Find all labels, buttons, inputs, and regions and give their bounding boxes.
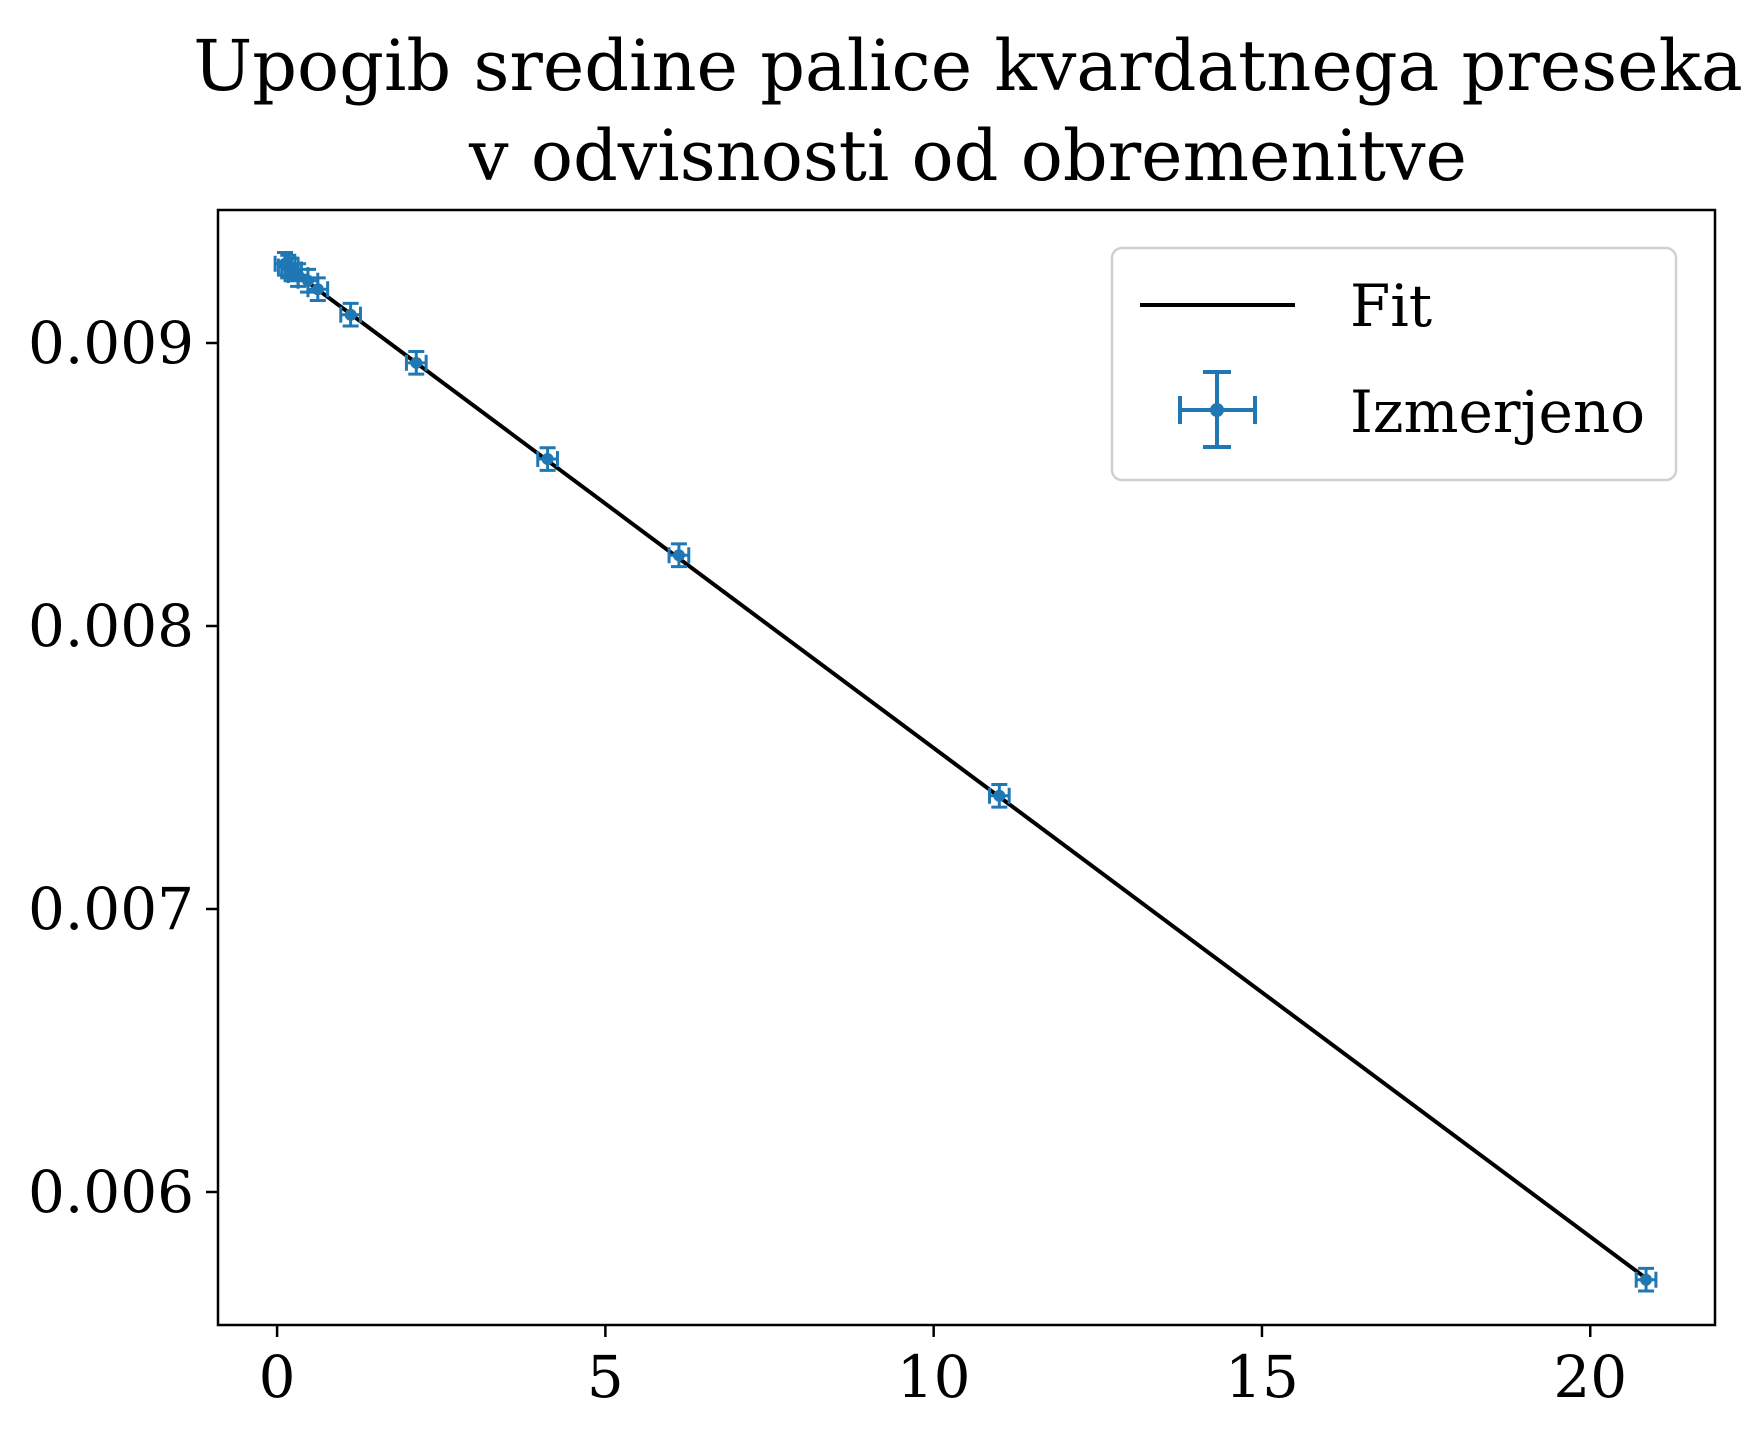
x-tick-label: 0 <box>259 1343 296 1411</box>
data-marker <box>993 789 1006 802</box>
x-tick-label: 15 <box>1225 1343 1299 1411</box>
y-tick-label: 0.008 <box>28 592 194 660</box>
data-point-measured <box>536 446 559 472</box>
data-point-measured <box>339 301 362 328</box>
data-marker <box>1640 1273 1653 1286</box>
data-point-measured <box>280 256 303 283</box>
chart-title-line-1: Upogib sredine palice kvardatnega presek… <box>193 25 1743 107</box>
data-point-measured <box>987 782 1011 809</box>
data-point-measured <box>296 267 320 294</box>
data-marker <box>410 356 423 369</box>
y-tick-label: 0.009 <box>28 309 194 377</box>
data-point-measured <box>1634 1266 1658 1293</box>
legend: Fit Izmerjeno <box>1110 246 1678 482</box>
y-tick-label: 0.006 <box>28 1158 194 1226</box>
axis-ticks: 0 5 10 15 20 0.006 0.007 0.008 0.009 <box>28 309 1627 1411</box>
chart-title-line-2: v odvisnosti od obremenitve <box>468 115 1467 197</box>
plot-area <box>273 250 1658 1293</box>
data-marker <box>672 549 685 562</box>
legend-fit-label: Fit <box>1350 272 1432 340</box>
x-tick-label: 5 <box>587 1343 624 1411</box>
legend-measured-swatch <box>1178 370 1257 449</box>
fit-line <box>283 263 1648 1280</box>
x-tick-label: 10 <box>897 1343 971 1411</box>
x-tick-label: 20 <box>1553 1343 1627 1411</box>
data-point-measured <box>404 349 428 376</box>
legend-measured-label: Izmerjeno <box>1350 378 1645 446</box>
data-marker <box>541 453 554 466</box>
y-tick-label: 0.007 <box>28 875 194 943</box>
data-marker <box>311 283 324 296</box>
axes-frame <box>216 208 1717 1327</box>
data-point-measured <box>306 276 330 303</box>
data-marker <box>344 308 357 321</box>
data-point-measured <box>667 542 691 569</box>
